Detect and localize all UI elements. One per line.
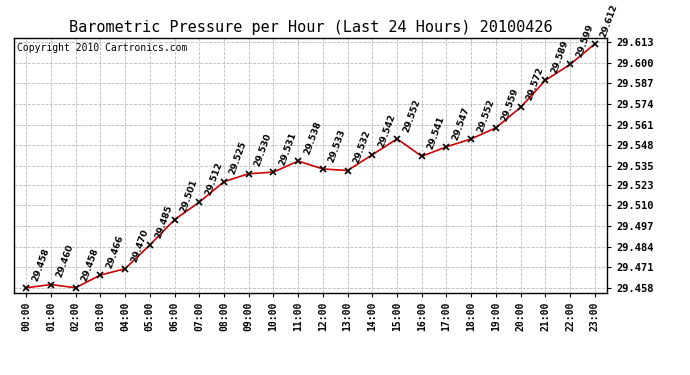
Text: 29.541: 29.541 <box>426 115 446 151</box>
Text: 29.542: 29.542 <box>377 113 397 149</box>
Text: Copyright 2010 Cartronics.com: Copyright 2010 Cartronics.com <box>17 43 187 52</box>
Text: 29.458: 29.458 <box>30 246 50 282</box>
Title: Barometric Pressure per Hour (Last 24 Hours) 20100426: Barometric Pressure per Hour (Last 24 Ho… <box>69 20 552 35</box>
Text: 29.470: 29.470 <box>129 227 150 263</box>
Text: 29.547: 29.547 <box>451 105 471 141</box>
Text: 29.552: 29.552 <box>401 98 422 133</box>
Text: 29.559: 29.559 <box>500 86 520 122</box>
Text: 29.466: 29.466 <box>104 234 125 270</box>
Text: 29.460: 29.460 <box>55 243 75 279</box>
Text: 29.532: 29.532 <box>352 129 372 165</box>
Text: 29.531: 29.531 <box>277 131 298 166</box>
Text: 29.533: 29.533 <box>327 128 347 164</box>
Text: 29.552: 29.552 <box>475 98 495 133</box>
Text: 29.525: 29.525 <box>228 140 248 176</box>
Text: 29.501: 29.501 <box>179 178 199 214</box>
Text: 29.599: 29.599 <box>574 23 595 59</box>
Text: 29.612: 29.612 <box>599 3 620 38</box>
Text: 29.572: 29.572 <box>525 66 545 102</box>
Text: 29.485: 29.485 <box>154 204 175 239</box>
Text: 29.458: 29.458 <box>80 246 100 282</box>
Text: 29.589: 29.589 <box>549 39 570 75</box>
Text: 29.512: 29.512 <box>204 161 224 196</box>
Text: 29.538: 29.538 <box>302 120 323 156</box>
Text: 29.530: 29.530 <box>253 132 273 168</box>
